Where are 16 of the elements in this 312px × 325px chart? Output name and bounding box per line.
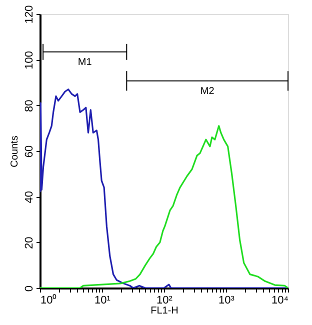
y-tick-label: 0 — [24, 285, 36, 292]
series-label: M1 — [78, 56, 92, 68]
y-tick-label: 60 — [24, 145, 36, 158]
y-tick-label: 40 — [24, 191, 36, 204]
x-axis-title: FL1-H — [150, 306, 178, 316]
series-label: M2 — [200, 86, 215, 97]
x-tick-label: 10³ — [218, 294, 235, 306]
x-tick-label: 10⁰ — [40, 294, 57, 306]
x-tick-label: 10¹ — [94, 294, 111, 306]
y-tick-label: 80 — [24, 100, 36, 112]
y-tick-label: 120 — [24, 5, 36, 24]
x-tick-label: 10² — [156, 294, 173, 306]
y-tick-label: 100 — [24, 50, 36, 70]
x-tick-label: 10⁴ — [272, 294, 289, 306]
y-axis-title: Counts — [10, 136, 20, 168]
y-tick-label: 20 — [24, 236, 36, 249]
